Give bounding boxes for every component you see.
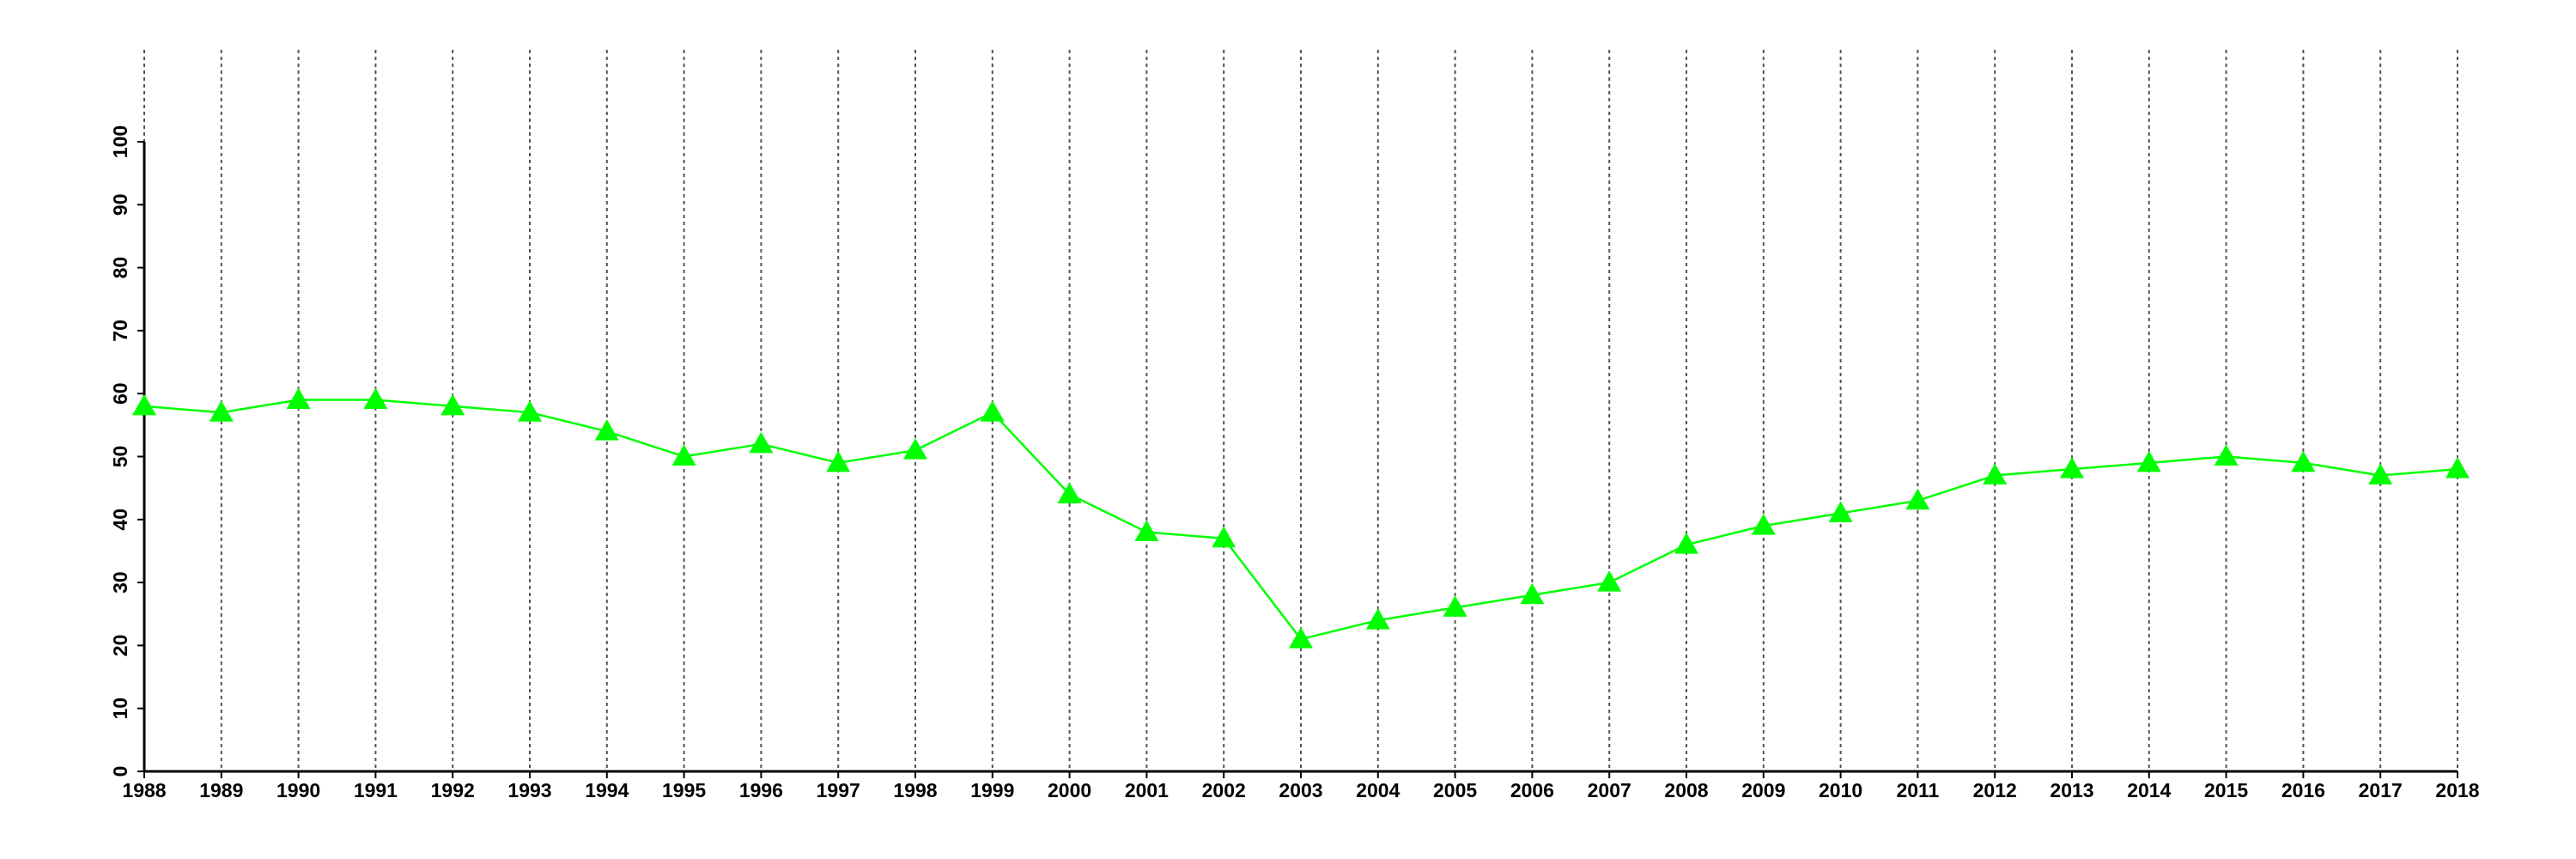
- x-tick-label: 2008: [1664, 779, 1708, 801]
- y-tick-label: 100: [109, 125, 131, 158]
- marker: [1289, 627, 1313, 649]
- x-tick-label: 1992: [431, 779, 475, 801]
- marker: [363, 387, 388, 410]
- x-tick-label: 2011: [1896, 779, 1939, 801]
- x-tick-label: 1995: [662, 779, 706, 801]
- marker: [209, 400, 234, 422]
- x-tick-label: 1997: [817, 779, 860, 801]
- marker: [1365, 608, 1390, 630]
- x-tick-label: 1990: [276, 779, 320, 801]
- marker: [903, 438, 927, 460]
- x-tick-label: 2006: [1510, 779, 1554, 801]
- marker: [2291, 450, 2316, 472]
- x-tick-label: 1994: [585, 779, 629, 801]
- y-tick-label: 20: [109, 635, 131, 657]
- x-tick-label: 1999: [970, 779, 1014, 801]
- y-tick-label: 80: [109, 257, 131, 279]
- marker: [1520, 582, 1545, 605]
- x-tick-label: 2000: [1048, 779, 1091, 801]
- y-tick-label: 70: [109, 320, 131, 342]
- x-tick-label: 2003: [1279, 779, 1322, 801]
- marker: [2214, 444, 2239, 466]
- x-tick-label: 1993: [507, 779, 551, 801]
- y-tick-label: 90: [109, 194, 131, 216]
- marker: [826, 450, 851, 472]
- x-tick-label: 2010: [1819, 779, 1862, 801]
- marker: [1905, 488, 1930, 510]
- marker: [1057, 482, 1082, 503]
- marker: [1443, 595, 1467, 617]
- x-tick-label: 2015: [2204, 779, 2248, 801]
- marker: [671, 444, 696, 466]
- x-tick-label: 1989: [199, 779, 243, 801]
- y-tick-label: 40: [109, 509, 131, 531]
- marker: [2368, 463, 2393, 484]
- x-tick-label: 2004: [1356, 779, 1400, 801]
- marker: [518, 400, 542, 422]
- marker: [980, 400, 1005, 422]
- x-tick-label: 2005: [1433, 779, 1477, 801]
- marker: [1983, 463, 2008, 484]
- marker: [1134, 520, 1159, 541]
- x-tick-label: 1998: [893, 779, 937, 801]
- marker: [440, 393, 465, 416]
- marker: [1597, 570, 1622, 592]
- marker: [2445, 457, 2470, 478]
- x-tick-label: 2007: [1588, 779, 1631, 801]
- x-tick-label: 2017: [2359, 779, 2403, 801]
- x-tick-label: 2001: [1125, 779, 1169, 801]
- y-tick-label: 30: [109, 571, 131, 594]
- x-tick-label: 1988: [122, 779, 166, 801]
- marker: [1751, 514, 1776, 535]
- marker: [286, 387, 311, 410]
- y-tick-label: 50: [109, 446, 131, 468]
- x-tick-label: 1996: [739, 779, 783, 801]
- marker: [2136, 450, 2161, 472]
- x-tick-label: 2016: [2281, 779, 2325, 801]
- marker: [1828, 501, 1853, 522]
- y-tick-label: 60: [109, 382, 131, 405]
- x-tick-label: 2013: [2050, 779, 2093, 801]
- x-tick-label: 1991: [354, 779, 398, 801]
- x-tick-label: 2012: [1973, 779, 2017, 801]
- marker: [749, 431, 774, 454]
- marker: [1674, 533, 1698, 554]
- x-tick-label: 2018: [2435, 779, 2479, 801]
- x-tick-label: 2002: [1202, 779, 1246, 801]
- y-tick-label: 10: [109, 698, 131, 720]
- marker: [2060, 457, 2084, 478]
- marker: [594, 419, 619, 441]
- marker: [1212, 526, 1236, 548]
- x-tick-label: 2009: [1741, 779, 1785, 801]
- marker: [132, 393, 156, 416]
- x-tick-label: 2014: [2127, 779, 2171, 801]
- y-tick-label: 0: [109, 766, 131, 777]
